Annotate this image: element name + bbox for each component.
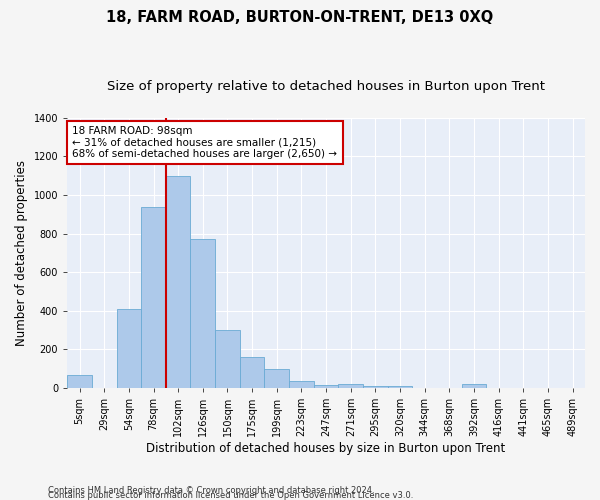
Bar bbox=[141, 206, 166, 388]
Text: 18 FARM ROAD: 98sqm
← 31% of detached houses are smaller (1,215)
68% of semi-det: 18 FARM ROAD: 98sqm ← 31% of detached ho… bbox=[73, 126, 337, 159]
X-axis label: Distribution of detached houses by size in Burton upon Trent: Distribution of detached houses by size … bbox=[146, 442, 506, 455]
Text: 18, FARM ROAD, BURTON-ON-TRENT, DE13 0XQ: 18, FARM ROAD, BURTON-ON-TRENT, DE13 0XQ bbox=[106, 10, 494, 25]
Bar bbox=[166, 176, 190, 388]
Bar bbox=[388, 386, 412, 388]
Bar bbox=[314, 385, 338, 388]
Y-axis label: Number of detached properties: Number of detached properties bbox=[15, 160, 28, 346]
Bar bbox=[265, 369, 289, 388]
Bar bbox=[190, 240, 215, 388]
Bar bbox=[363, 386, 388, 388]
Bar bbox=[215, 330, 240, 388]
Bar bbox=[289, 382, 314, 388]
Bar bbox=[67, 376, 92, 388]
Text: Contains public sector information licensed under the Open Government Licence v3: Contains public sector information licen… bbox=[48, 490, 413, 500]
Bar bbox=[116, 309, 141, 388]
Bar bbox=[462, 384, 487, 388]
Bar bbox=[338, 384, 363, 388]
Bar bbox=[240, 357, 265, 388]
Title: Size of property relative to detached houses in Burton upon Trent: Size of property relative to detached ho… bbox=[107, 80, 545, 93]
Text: Contains HM Land Registry data © Crown copyright and database right 2024.: Contains HM Land Registry data © Crown c… bbox=[48, 486, 374, 495]
